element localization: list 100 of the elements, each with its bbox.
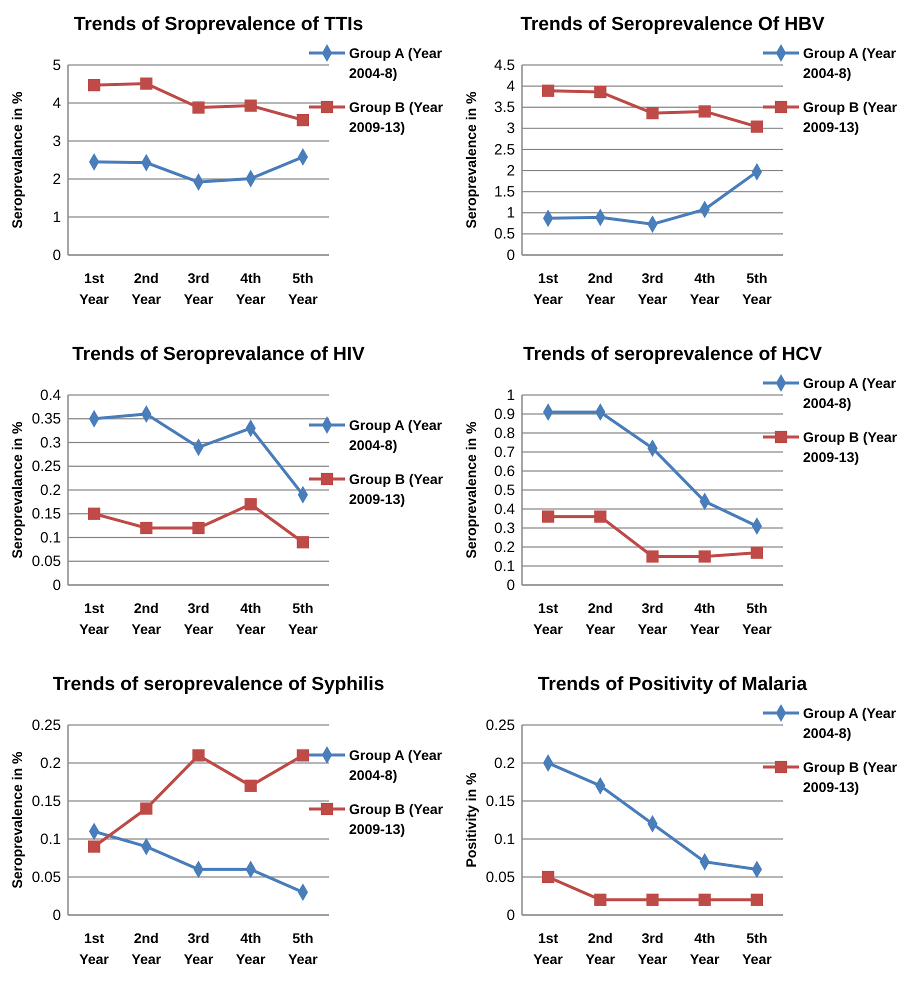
x-tick-label: 2nd Year [586, 600, 616, 637]
legend-label: Group A (Year 2004-8) [349, 417, 443, 453]
point [542, 870, 554, 884]
point [192, 749, 205, 762]
legend-label: Group A (Year 2004-8) [349, 45, 443, 81]
legend-label: Group B (Year 2009-13) [349, 99, 444, 135]
x-tick-label: 3rd Year [638, 270, 668, 307]
point [542, 510, 554, 523]
point [244, 498, 257, 510]
y-tick-label: 0.2 [40, 482, 61, 499]
y-tick-label: 3 [506, 120, 515, 138]
point [646, 894, 659, 906]
y-tick-label: 2 [52, 170, 61, 188]
y-tick-label: 5 [52, 56, 61, 74]
legend-label: Group A (Year 2004-8) [349, 747, 443, 783]
x-tick-label: 3rd Year [184, 270, 214, 307]
x-tick-label: 4th Year [236, 930, 266, 967]
legend-label: Group B (Year 2009-13) [803, 759, 898, 795]
y-axis-title: Seroprevalence in % [463, 90, 479, 228]
y-axis-title: Positivity in % [463, 772, 479, 868]
x-tick-label: 3rd Year [184, 930, 214, 967]
y-tick-label: 0 [506, 906, 515, 924]
y-tick-label: 0.8 [494, 424, 515, 442]
x-tick-label: 1st Year [533, 270, 564, 307]
x-tick-label: 5th Year [288, 930, 318, 967]
point [594, 86, 606, 98]
y-tick-label: 4 [52, 94, 61, 112]
point [296, 749, 310, 762]
y-tick-label: 1 [52, 208, 61, 226]
y-tick-label: 0.9 [494, 406, 515, 423]
y-tick-label: 0.25 [32, 458, 61, 476]
y-tick-label: 2.5 [494, 141, 515, 158]
y-tick-label: 0.3 [40, 434, 61, 452]
x-tick-label: 2nd Year [586, 270, 616, 307]
x-tick-label: 2nd Year [132, 600, 162, 637]
x-tick-label: 4th Year [690, 930, 720, 967]
point [542, 84, 554, 97]
y-tick-label: 4.5 [494, 56, 515, 74]
x-tick-label: 2nd Year [132, 270, 162, 307]
y-tick-label: 0 [52, 576, 61, 594]
x-tick-label: 1st Year [79, 600, 110, 637]
y-tick-label: 0.3 [494, 520, 515, 537]
x-tick-label: 3rd Year [184, 600, 214, 637]
y-tick-label: 0.05 [486, 868, 515, 886]
chart-title: Trends of seroprevalence of HCV [523, 344, 822, 365]
point [88, 508, 100, 520]
x-tick-label: 1st Year [533, 930, 564, 967]
y-tick-label: 0 [506, 246, 515, 264]
chart-title: Trends of Sroprevalence of TTIs [74, 14, 364, 35]
y-tick-label: 0.15 [486, 792, 515, 810]
y-tick-label: 0 [506, 576, 515, 594]
x-tick-label: 5th Year [742, 270, 772, 307]
x-tick-label: 2nd Year [132, 930, 162, 967]
chart-title: Trends of Positivity of Malaria [538, 674, 808, 695]
x-tick-label: 1st Year [79, 930, 110, 967]
y-tick-label: 0.25 [32, 716, 61, 734]
y-tick-label: 0.05 [32, 868, 61, 886]
legend-label: Group A (Year 2004-8) [803, 705, 897, 741]
y-tick-label: 3 [52, 132, 61, 150]
point [140, 77, 152, 90]
x-tick-label: 3rd Year [638, 930, 668, 967]
legend-label: Group B (Year 2009-13) [349, 471, 444, 507]
y-tick-label: 0.05 [32, 553, 61, 570]
point [646, 550, 659, 563]
point [296, 114, 310, 126]
chart-title: Trends of seroprevalence of Syphilis [52, 674, 384, 695]
x-tick-label: 5th Year [288, 270, 318, 307]
y-tick-label: 1 [506, 386, 515, 404]
y-tick-label: 0.4 [40, 386, 61, 404]
y-tick-label: 0.1 [40, 830, 61, 848]
y-tick-label: 4 [506, 78, 515, 95]
point [698, 105, 711, 118]
point [698, 894, 711, 906]
point [296, 536, 310, 548]
y-tick-label: 0.6 [494, 462, 515, 480]
x-tick-label: 1st Year [533, 600, 564, 637]
y-tick-label: 0.7 [494, 444, 515, 461]
x-tick-label: 5th Year [288, 600, 318, 637]
point [140, 522, 152, 534]
point [140, 802, 152, 815]
legend-label: Group A (Year 2004-8) [803, 375, 897, 411]
x-tick-label: 4th Year [690, 270, 720, 307]
y-tick-label: 0.15 [32, 506, 61, 523]
x-tick-label: 2nd Year [586, 930, 616, 967]
y-tick-label: 0.35 [32, 410, 61, 428]
x-tick-label: 4th Year [236, 270, 266, 307]
y-axis-title: Seroprevalance in % [9, 420, 25, 558]
y-tick-label: 0.1 [494, 558, 515, 575]
point [88, 840, 100, 853]
x-tick-label: 4th Year [236, 600, 266, 637]
point [698, 550, 711, 563]
x-tick-label: 1st Year [79, 270, 110, 307]
point [594, 510, 606, 523]
chart-title: Trends of Seroprevalance of HIV [72, 344, 366, 365]
point [192, 101, 205, 114]
point [192, 522, 205, 534]
y-tick-label: 0.2 [494, 754, 515, 772]
y-tick-label: 0.1 [494, 830, 515, 848]
legend-label: Group B (Year 2009-13) [803, 99, 898, 135]
point [244, 100, 257, 112]
